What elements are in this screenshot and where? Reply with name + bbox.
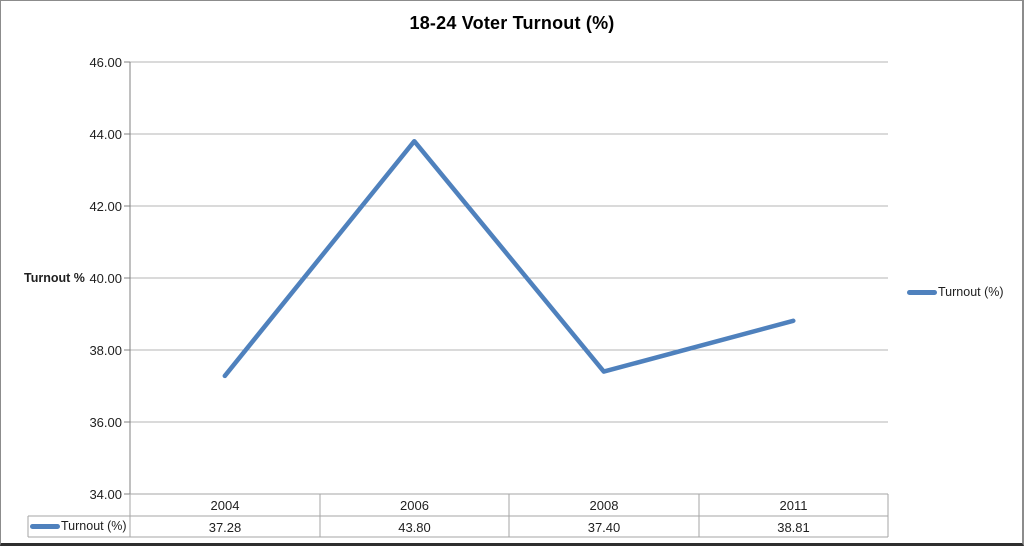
legend: Turnout (%) [907, 285, 1004, 299]
legend-label: Turnout (%) [938, 285, 1004, 299]
x-category-cell: 2006 [400, 498, 429, 513]
value-cell: 37.28 [208, 519, 242, 535]
y-tick-label: 40.00 [89, 271, 122, 286]
x-category-cell: 2008 [589, 498, 619, 513]
y-axis-title: Turnout % [24, 271, 85, 285]
y-tick-label: 46.00 [89, 55, 122, 70]
x-category-cell: 2011 [779, 498, 808, 513]
table-line-swatch-icon [30, 523, 60, 529]
legend-line-swatch-icon [907, 289, 937, 295]
turnout-line-series [222, 138, 796, 379]
chart-title: 18-24 Voter Turnout (%) [409, 13, 615, 33]
y-tick-label: 36.00 [89, 415, 122, 430]
data-table-row-header: Turnout (%) [30, 519, 129, 533]
y-tick-label: 42.00 [89, 199, 122, 214]
y-tick-label: 34.00 [89, 487, 122, 502]
table-row-label: Turnout (%) [61, 519, 127, 533]
value-cell: 38.81 [777, 519, 810, 535]
y-tick-label: 38.00 [89, 343, 122, 358]
y-tick-label: 44.00 [89, 127, 122, 142]
value-cell: 43.80 [398, 519, 431, 535]
value-cell: 37.40 [587, 519, 621, 535]
x-category-cell: 2004 [210, 498, 240, 513]
